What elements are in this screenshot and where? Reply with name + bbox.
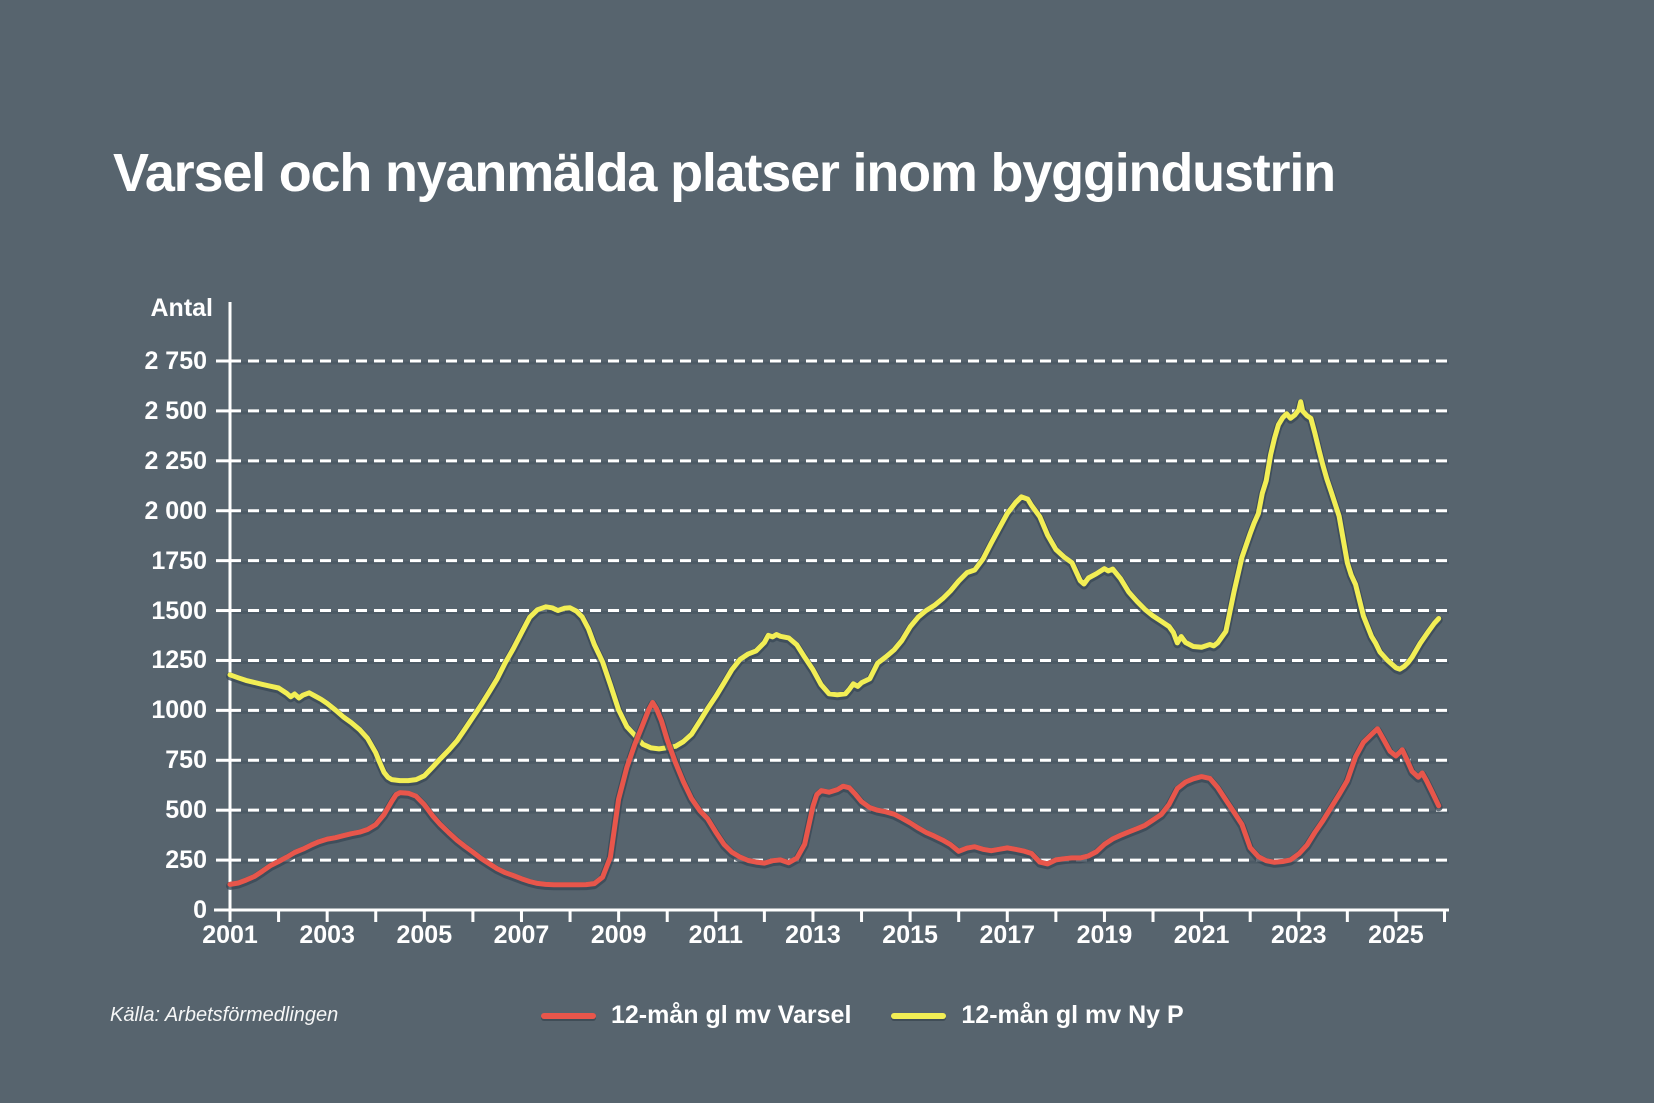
y-tick-label: 750 — [165, 746, 207, 775]
x-tick-label: 2007 — [493, 921, 550, 949]
y-tick-label: 2 750 — [144, 347, 207, 375]
legend: 12-mån gl mv Varsel 12-mån gl mv Ny P — [541, 1001, 1184, 1030]
varsel-line-swatch-icon — [541, 1012, 596, 1019]
y-tick-label: 1500 — [151, 596, 207, 625]
y-axis-title: Antal — [150, 294, 214, 322]
legend-item-nyp: 12-mån gl mv Ny P — [891, 1001, 1184, 1030]
y-tick-label: 1250 — [151, 646, 207, 675]
x-tick-label: 2009 — [590, 921, 647, 949]
x-tick-label: 2005 — [396, 921, 453, 949]
varsel-line — [227, 699, 1442, 888]
y-tick-label: 1750 — [151, 546, 207, 575]
chart-title: Varsel och nyanmälda platser inom byggin… — [113, 143, 1336, 203]
source-note: Källa: Arbetsförmedlingen — [110, 1004, 339, 1026]
legend-label-varsel: 12-mån gl mv Varsel — [611, 1001, 852, 1029]
x-tick-label: 2021 — [1173, 921, 1230, 949]
x-tick-label: 2001 — [202, 921, 258, 949]
x-tick-label: 2011 — [688, 921, 743, 949]
y-tick-label: 0 — [193, 896, 207, 924]
nyp-line-swatch-icon — [891, 1012, 947, 1019]
x-tick-label: 2003 — [299, 921, 355, 949]
legend-label-nyp: 12-mån gl mv Ny P — [961, 1001, 1184, 1029]
y-tick-label: 2 000 — [144, 496, 207, 525]
legend-item-varsel: 12-mån gl mv Varsel — [541, 1001, 851, 1030]
y-tick-label: 2 250 — [144, 446, 207, 475]
x-tick-label: 2019 — [1076, 921, 1133, 949]
y-tick-label: 1000 — [151, 696, 207, 725]
x-tick-label: 2023 — [1270, 921, 1327, 949]
nyp-line — [227, 399, 1442, 784]
y-tick-label: 2 500 — [144, 396, 207, 425]
x-tick-label: 2025 — [1368, 921, 1424, 949]
x-tick-label: 2017 — [979, 921, 1036, 949]
x-tick-label: 2015 — [882, 921, 938, 949]
x-tick-label: 2013 — [785, 921, 841, 949]
y-tick-label: 500 — [165, 796, 207, 825]
y-tick-label: 250 — [165, 846, 207, 875]
